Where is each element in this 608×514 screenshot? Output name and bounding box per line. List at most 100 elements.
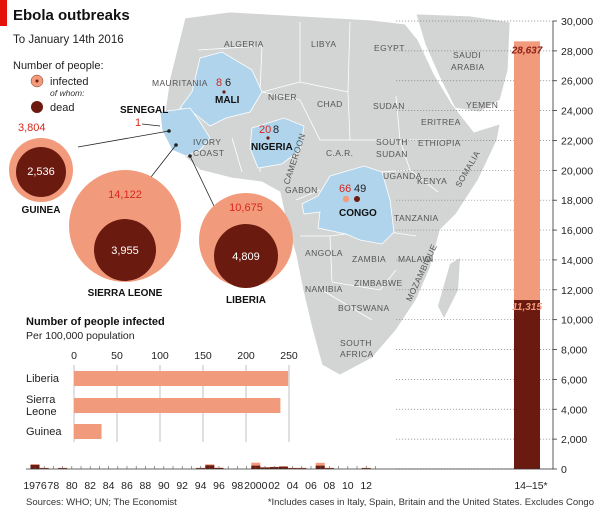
guinea-infected-value: 3,804 xyxy=(18,122,46,134)
per-capita-gridlines: 0 50 100 150 200 250 xyxy=(71,350,298,442)
y-tick-label: 20,000 xyxy=(561,165,593,177)
sierra-leone-dead-value: 3,955 xyxy=(111,245,139,257)
bar-panel-subtitle: Per 100,000 population xyxy=(26,330,135,342)
y-tick-label: 4,000 xyxy=(561,404,587,416)
x-tick-label: 04 xyxy=(287,480,299,492)
label-ivory: IVORY xyxy=(193,137,221,147)
arabia-landmass xyxy=(415,13,511,113)
mali-dot xyxy=(222,90,226,94)
congo-dead-dot xyxy=(354,196,360,202)
y-tick-label: 30,000 xyxy=(561,16,593,28)
page-subtitle: To January 14th 2016 xyxy=(13,34,124,46)
timeline-x-axis: 1976 78 80 82 84 86 88 90 92 94 96 98 2000 02 04 06 08 10… xyxy=(23,466,553,492)
footnote-text: *Includes cases in Italy, Spain, Britain… xyxy=(268,497,594,508)
accent-bar xyxy=(0,0,7,26)
x-tick-label: 80 xyxy=(66,480,78,492)
timeline-bars: 28,637 11,315 xyxy=(30,41,543,470)
header: Ebola outbreaks To January 14th 2016 xyxy=(13,7,130,46)
label-botswana: BOTSWANA xyxy=(338,303,390,313)
label-malawi: MALAWI xyxy=(398,254,434,264)
madagascar xyxy=(438,258,460,318)
label-zambia: ZAMBIA xyxy=(352,254,386,264)
congo-highlight xyxy=(301,165,395,245)
x-tick-label: 86 xyxy=(121,480,133,492)
senegal-leader xyxy=(141,123,161,127)
y-tick-label: 14,000 xyxy=(561,255,593,267)
bubble-sierra-leone: 14,122 3,955 SIERRA LEONE xyxy=(69,170,181,299)
label-egypt: EGYPT xyxy=(374,43,405,53)
x-tick-label: 82 xyxy=(84,480,96,492)
mali-dead-value: 6 xyxy=(225,77,231,89)
mali-highlight xyxy=(179,51,263,127)
x-tick-label: 94 xyxy=(195,480,207,492)
legend-infected-label: infected xyxy=(50,76,89,88)
hbar-category-label: Sierra xyxy=(26,394,56,406)
x-tick-label: 92 xyxy=(176,480,188,492)
legend-infected-inner-dot xyxy=(35,79,39,83)
y-tick-label: 16,000 xyxy=(561,225,593,237)
page-title: Ebola outbreaks xyxy=(13,7,130,24)
hbar-liberia xyxy=(74,371,289,386)
liberia-name: LIBERIA xyxy=(226,295,266,306)
label-gabon: GABON xyxy=(285,185,318,195)
y-tick-label: 18,000 xyxy=(561,195,593,207)
label-south-sudan-2: SUDAN xyxy=(376,149,408,159)
label-sudan: SUDAN xyxy=(373,101,405,111)
x-tick-label: 14–15* xyxy=(514,480,547,492)
label-libya: LIBYA xyxy=(311,39,336,49)
y-tick-label: 8,000 xyxy=(561,345,587,357)
west-coast-highlight xyxy=(159,107,211,157)
label-niger: NIGER xyxy=(268,92,297,102)
hbar-tick-label: 50 xyxy=(111,350,123,362)
label-eritrea: ERITREA xyxy=(421,117,461,127)
label-algeria: ALGERIA xyxy=(224,39,264,49)
label-zimbabwe: ZIMBABWE xyxy=(354,278,403,288)
africa-map xyxy=(159,11,511,376)
y-tick-label: 0 xyxy=(561,464,567,476)
hbar-tick-label: 100 xyxy=(151,350,169,362)
label-uganda: UGANDA xyxy=(383,171,422,181)
label-mauritania: MAURITANIA xyxy=(152,78,208,88)
legend-dead-swatch xyxy=(31,101,43,113)
highlight-annotations: 8 6 MALI 20 8 NIGERIA 66 49 CONGO SENEGA… xyxy=(120,77,377,219)
x-tick-label: 12 xyxy=(360,480,372,492)
mali-infected-value: 8 xyxy=(216,77,222,89)
y-tick-label: 24,000 xyxy=(561,106,593,118)
nigeria-infected-value: 20 xyxy=(259,124,271,136)
bubble-guinea: 3,804 2,536 GUINEA xyxy=(9,122,73,216)
y-tick-label: 28,000 xyxy=(561,46,593,58)
nigeria-dead-value: 8 xyxy=(273,124,279,136)
x-tick-label: 2000 xyxy=(244,480,268,492)
senegal-name: SENEGAL xyxy=(120,105,168,116)
x-tick-label: 84 xyxy=(103,480,115,492)
label-arabia: ARABIA xyxy=(451,62,485,72)
timeline-y-axis: 0 2,000 4,000 6,000 8,000 10,000 12,000 14,000 1… xyxy=(396,16,593,476)
footer: Sources: WHO; UN; The Economist *Include… xyxy=(26,497,594,508)
x-tick-label: 1976 xyxy=(23,480,47,492)
bubble-liberia: 10,675 4,809 LIBERIA xyxy=(199,193,293,306)
x-tick-label: 98 xyxy=(232,480,244,492)
y-tick-label: 22,000 xyxy=(561,135,593,147)
label-ethiopia: ETHIOPIA xyxy=(418,138,461,148)
liberia-dead-value: 4,809 xyxy=(232,251,260,263)
guinea-dead-value: 2,536 xyxy=(27,166,55,178)
label-south-africa-2: AFRICA xyxy=(340,349,374,359)
label-south-africa-1: SOUTH xyxy=(340,338,372,348)
sources-text: Sources: WHO; UN; The Economist xyxy=(26,497,177,508)
nigeria-name: NIGERIA xyxy=(251,142,293,153)
mali-name: MALI xyxy=(215,95,240,106)
sierra-leone-dead-circle xyxy=(94,219,156,281)
timeline-bar-2014-dead xyxy=(514,300,540,469)
hbar-tick-label: 0 xyxy=(71,350,77,362)
x-tick-label: 88 xyxy=(140,480,152,492)
legend-dead-label: dead xyxy=(50,102,74,114)
y-tick-label: 6,000 xyxy=(561,374,587,386)
label-saudi: SAUDI xyxy=(453,50,481,60)
legend: Number of people: infected of whom: dead xyxy=(13,60,104,114)
bubble-connectors xyxy=(77,129,215,207)
label-car: C.A.R. xyxy=(326,148,353,158)
x-tick-label: 10 xyxy=(342,480,354,492)
per-capita-panel: Number of people infected Per 100,000 po… xyxy=(26,316,298,442)
sierra-leone-name: SIERRA LEONE xyxy=(88,288,163,299)
